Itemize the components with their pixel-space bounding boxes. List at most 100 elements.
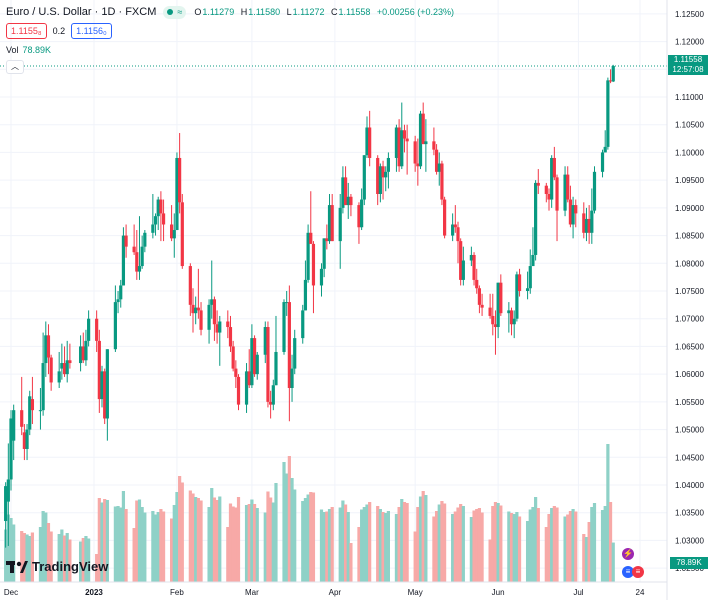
candle-body: [95, 318, 99, 341]
close-value: 1.11558: [338, 7, 371, 17]
candle-body: [400, 130, 404, 167]
candle-body: [274, 351, 278, 386]
volume-bar: [95, 554, 99, 582]
volume-bar: [472, 510, 476, 582]
candle-body: [381, 166, 385, 178]
economic-event-eu-flag-icon[interactable]: ≡: [632, 566, 644, 578]
volume-bar: [178, 476, 182, 582]
candle-body: [368, 127, 372, 158]
volume-bar: [6, 514, 10, 582]
economic-event-us-flag-icon[interactable]: ≡: [622, 566, 634, 578]
dividends-flash-icon[interactable]: ⚡: [622, 548, 634, 560]
volume-bar: [255, 508, 259, 582]
volume-bar: [191, 493, 195, 582]
open-label: O: [194, 7, 202, 17]
volume-bar: [210, 488, 214, 582]
volume-bar: [552, 506, 556, 582]
volume-bar: [20, 531, 24, 582]
candle-body: [105, 349, 109, 419]
volume-bar: [451, 514, 455, 582]
candle-body: [30, 399, 35, 411]
candle-body: [226, 321, 230, 328]
time-tick-label: 24: [636, 588, 645, 597]
volume-bar: [424, 495, 428, 582]
candle-body: [65, 360, 69, 375]
collapse-legend-button[interactable]: ︿: [6, 60, 24, 74]
volume-bar: [499, 505, 503, 582]
volume-bars: [4, 444, 615, 582]
candle-body: [349, 196, 353, 206]
volume-bar: [525, 521, 530, 582]
candle-body: [456, 227, 460, 242]
time-tick-label: Dec: [4, 588, 18, 597]
price-tick-label: 1.12500: [675, 10, 704, 19]
candle-body: [477, 288, 482, 305]
candle-body: [124, 235, 128, 247]
volume-bar: [263, 512, 267, 582]
candle-body: [282, 302, 286, 352]
candle-body: [394, 127, 399, 158]
volume-bar: [437, 504, 441, 582]
volume-bar: [322, 512, 326, 582]
volume-bar: [443, 503, 447, 582]
volume-legend-value: 78.89K: [22, 45, 52, 55]
candle-body: [103, 371, 107, 419]
tradingview-logo[interactable]: TradingView: [6, 559, 108, 574]
volume-bar: [453, 511, 457, 582]
candle-body: [252, 338, 257, 375]
buy-button[interactable]: 1.1156₀: [71, 23, 112, 39]
candle-body: [46, 335, 51, 358]
volume-bar: [341, 500, 345, 582]
candle-body: [22, 432, 26, 449]
volume-bar: [346, 512, 350, 582]
time-tick-label: Feb: [170, 588, 184, 597]
volume-bar: [100, 502, 104, 582]
volume-bar: [287, 456, 291, 582]
candle-body: [499, 282, 503, 314]
volume-bar: [143, 512, 147, 582]
candle-body: [191, 304, 195, 314]
candle-body: [555, 177, 559, 211]
volume-bar: [175, 492, 179, 582]
volume-bar: [590, 507, 594, 582]
candle-body: [244, 371, 249, 405]
candle-body: [587, 218, 591, 233]
approx-icon: ≈: [177, 7, 183, 17]
market-status-badge[interactable]: ≈: [163, 5, 187, 19]
sell-button[interactable]: 1.1155₈: [6, 23, 47, 39]
volume-bar: [161, 511, 166, 582]
candle-body: [461, 260, 465, 280]
volume-bar: [507, 511, 511, 582]
volume-bar: [325, 511, 329, 582]
volume-bar: [413, 531, 417, 582]
candle-body: [592, 171, 597, 211]
candle-body: [57, 371, 61, 383]
chart-grid: [0, 0, 667, 582]
volume-bar: [116, 506, 120, 582]
volume-bar: [285, 473, 289, 582]
volume-bar: [400, 499, 404, 582]
candle-body: [161, 213, 166, 225]
volume-bar: [432, 516, 436, 582]
volume-bar: [303, 498, 308, 582]
ohlc-values: O1.11279 H1.11580 L1.11272 C1.11558 +0.0…: [194, 7, 458, 17]
volume-bar: [266, 491, 270, 582]
price-axis[interactable]: 1.125001.120001.115001.110001.105001.100…: [666, 0, 704, 600]
volume-bar: [440, 501, 444, 582]
candle-body: [531, 254, 535, 267]
volume-bar: [12, 524, 16, 582]
volume-legend[interactable]: Vol 78.89K: [6, 45, 51, 55]
volume-bar: [159, 509, 163, 582]
time-axis[interactable]: Dec 2023 Feb Mar Apr May Jun Jul 24: [0, 581, 667, 597]
candle-body: [303, 279, 308, 311]
volume-bar: [394, 514, 399, 582]
candle-body: [416, 163, 420, 167]
candle-body: [338, 207, 342, 242]
candle-body: [169, 224, 174, 239]
volume-bar: [330, 507, 334, 582]
price-tick-label: 1.09500: [675, 176, 704, 185]
symbol-title[interactable]: Euro / U.S. Dollar · 1D · FXCM: [6, 6, 157, 18]
volume-bar: [4, 529, 8, 582]
volume-bar: [368, 502, 372, 582]
